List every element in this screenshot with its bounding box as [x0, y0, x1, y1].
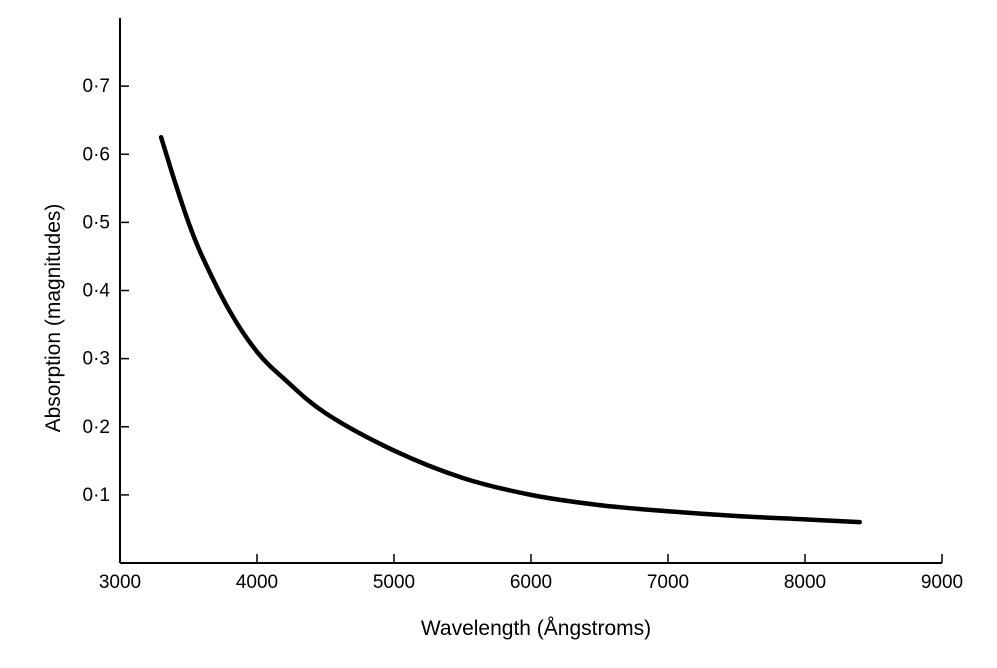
- axes: [119, 18, 942, 564]
- y-ticks: 0·1 0·2 0·3 0·4 0·5 0·6 0·7: [83, 76, 129, 506]
- y-tick-label: 0·6: [83, 144, 110, 165]
- x-tick-label: 5000: [373, 572, 415, 593]
- y-tick-label: 0·7: [83, 76, 110, 97]
- y-tick-label: 0·2: [83, 417, 110, 438]
- x-tick-label: 4000: [236, 572, 278, 593]
- y-tick-label: 0·4: [83, 281, 111, 302]
- x-tick-label: 7000: [647, 572, 689, 593]
- x-ticks: 3000 4000 5000 6000 7000 8000 9000: [99, 554, 963, 593]
- x-tick-label: 3000: [99, 572, 141, 593]
- y-tick-label: 0·5: [83, 212, 110, 233]
- y-tick-label: 0·3: [83, 349, 110, 370]
- x-tick-label: 6000: [510, 572, 552, 593]
- x-axis-title: Wavelength (Ångstroms): [421, 617, 651, 640]
- x-tick-label: 8000: [784, 572, 826, 593]
- absorption-curve: [158, 134, 863, 525]
- x-tick-label: 9000: [921, 572, 963, 593]
- y-tick-label: 0·1: [83, 485, 110, 506]
- y-axis-title: Absorption (magnitudes): [42, 204, 65, 433]
- plot-area: [158, 134, 863, 525]
